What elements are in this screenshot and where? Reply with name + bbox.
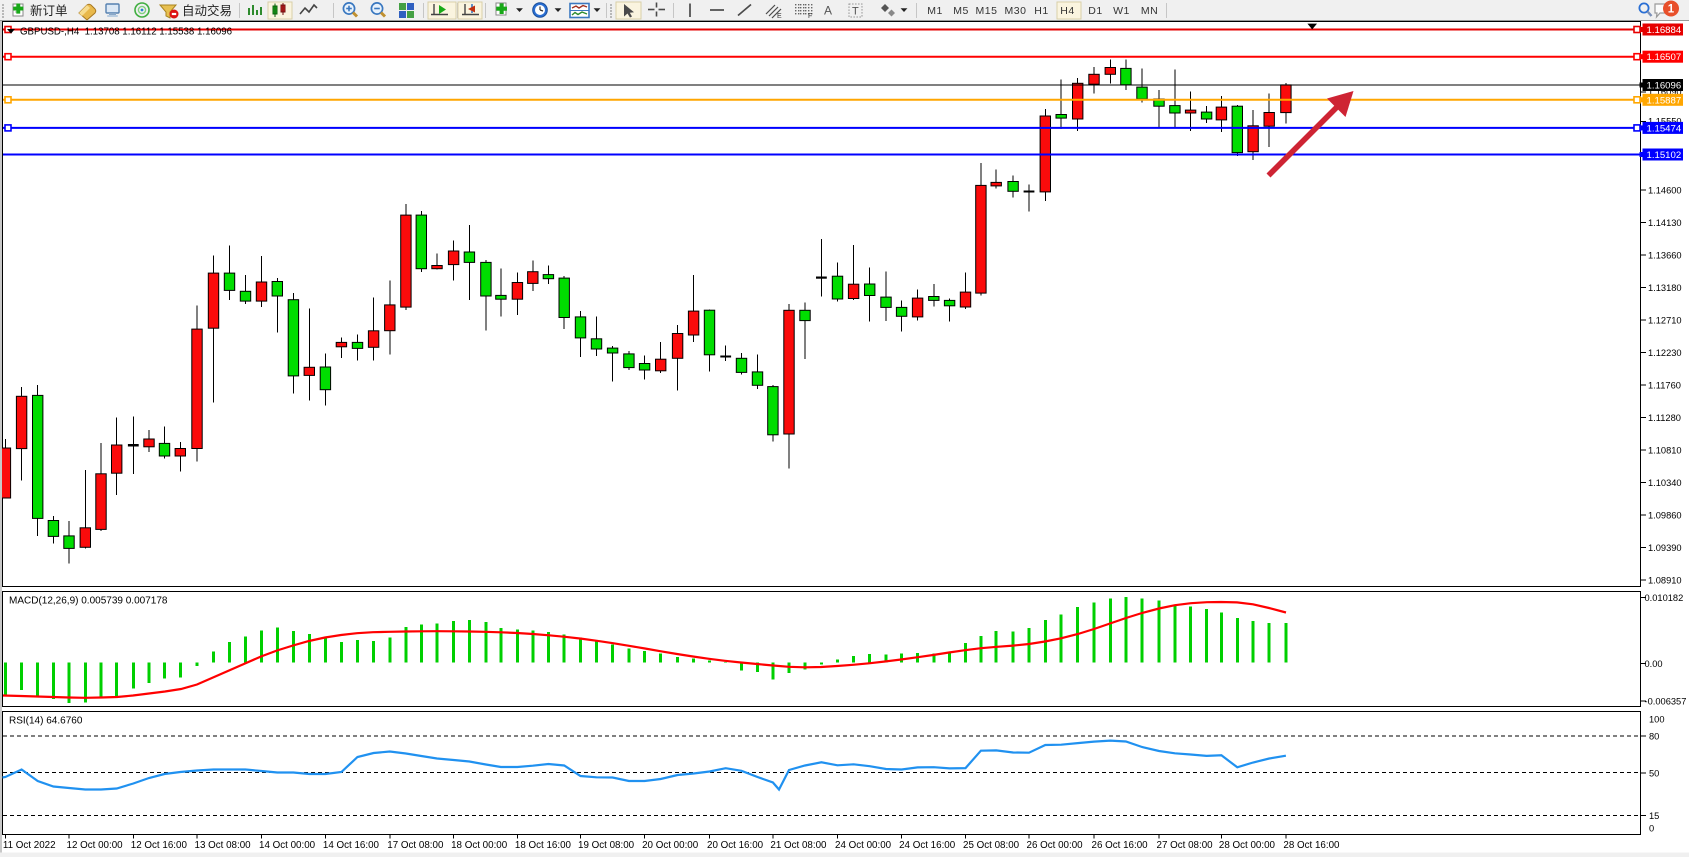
- svg-text:25 Oct 08:00: 25 Oct 08:00: [963, 840, 1020, 851]
- svg-text:1.10340: 1.10340: [1648, 478, 1682, 488]
- svg-text:14 Oct 00:00: 14 Oct 00:00: [259, 840, 316, 851]
- svg-text:1.11760: 1.11760: [1648, 380, 1681, 390]
- svg-text:100: 100: [1649, 714, 1665, 724]
- svg-text:19 Oct 08:00: 19 Oct 08:00: [578, 840, 635, 851]
- svg-text:1.13660: 1.13660: [1648, 250, 1682, 260]
- svg-text:W1: W1: [1113, 5, 1130, 17]
- svg-text:1.15550: 1.15550: [1648, 117, 1682, 127]
- svg-text:新订单: 新订单: [30, 3, 68, 18]
- svg-text:F: F: [808, 13, 812, 20]
- svg-text:1.09390: 1.09390: [1648, 543, 1682, 553]
- svg-text:M1: M1: [927, 5, 943, 17]
- svg-text:12 Oct 00:00: 12 Oct 00:00: [67, 840, 124, 851]
- svg-text:18 Oct 16:00: 18 Oct 16:00: [515, 840, 572, 851]
- svg-text:1.15887: 1.15887: [1647, 95, 1682, 106]
- svg-text:28 Oct 00:00: 28 Oct 00:00: [1219, 840, 1276, 851]
- svg-text:0: 0: [1649, 823, 1654, 833]
- svg-text:1.16090: 1.16090: [1648, 87, 1682, 97]
- svg-text:MACD(12,26,9) 0.005739 0.00717: MACD(12,26,9) 0.005739 0.007178: [9, 596, 168, 607]
- svg-text:18 Oct 00:00: 18 Oct 00:00: [451, 840, 508, 851]
- svg-text:28 Oct 16:00: 28 Oct 16:00: [1283, 840, 1340, 851]
- svg-text:RSI(14) 64.6760: RSI(14) 64.6760: [9, 716, 83, 727]
- svg-text:20 Oct 00:00: 20 Oct 00:00: [642, 840, 699, 851]
- svg-text:1.08910: 1.08910: [1648, 575, 1682, 585]
- svg-text:24 Oct 00:00: 24 Oct 00:00: [835, 840, 892, 851]
- svg-text:1.16884: 1.16884: [1647, 25, 1682, 36]
- svg-text:E: E: [777, 13, 782, 20]
- svg-text:24 Oct 16:00: 24 Oct 16:00: [899, 840, 956, 851]
- svg-text:0.00: 0.00: [1645, 659, 1663, 669]
- svg-text:自动交易: 自动交易: [182, 3, 232, 18]
- svg-text:GBPUSD-,H4 1.13708 1.16112 1.: GBPUSD-,H4 1.13708 1.16112 1.15538 1.160…: [20, 27, 232, 38]
- svg-text:M15: M15: [976, 5, 998, 17]
- svg-text:1.12230: 1.12230: [1648, 348, 1682, 358]
- svg-text:20 Oct 16:00: 20 Oct 16:00: [707, 840, 764, 851]
- svg-text:21 Oct 08:00: 21 Oct 08:00: [770, 840, 827, 851]
- svg-text:11 Oct 2022: 11 Oct 2022: [3, 840, 56, 851]
- svg-text:1.14130: 1.14130: [1648, 218, 1682, 228]
- svg-text:26 Oct 00:00: 26 Oct 00:00: [1027, 840, 1084, 851]
- svg-text:A: A: [824, 4, 832, 18]
- svg-text:-0.006357: -0.006357: [1645, 697, 1687, 707]
- svg-text:13 Oct 08:00: 13 Oct 08:00: [195, 840, 252, 851]
- svg-text:1.15474: 1.15474: [1647, 123, 1682, 134]
- svg-text:1.15102: 1.15102: [1647, 150, 1682, 161]
- svg-text:1: 1: [1668, 4, 1675, 16]
- svg-text:1.16507: 1.16507: [1647, 52, 1682, 63]
- svg-text:15: 15: [1649, 811, 1659, 821]
- svg-text:50: 50: [1649, 769, 1659, 779]
- svg-text:17 Oct 08:00: 17 Oct 08:00: [387, 840, 444, 851]
- svg-text:1.12710: 1.12710: [1648, 315, 1682, 325]
- svg-text:80: 80: [1649, 732, 1659, 742]
- svg-text:1.11280: 1.11280: [1648, 413, 1681, 423]
- svg-text:0.010182: 0.010182: [1645, 593, 1684, 603]
- svg-text:M5: M5: [953, 5, 969, 17]
- svg-text:D1: D1: [1088, 5, 1102, 17]
- svg-text:14 Oct 16:00: 14 Oct 16:00: [323, 840, 380, 851]
- svg-text:T: T: [852, 6, 859, 18]
- svg-text:H1: H1: [1034, 5, 1048, 17]
- svg-text:12 Oct 16:00: 12 Oct 16:00: [131, 840, 188, 851]
- svg-text:1.14600: 1.14600: [1648, 185, 1682, 195]
- svg-text:1.16096: 1.16096: [1647, 81, 1682, 92]
- svg-text:M30: M30: [1005, 5, 1027, 17]
- svg-text:1.10810: 1.10810: [1648, 445, 1682, 455]
- svg-text:26 Oct 16:00: 26 Oct 16:00: [1092, 840, 1149, 851]
- svg-text:H4: H4: [1060, 5, 1074, 17]
- svg-text:27 Oct 08:00: 27 Oct 08:00: [1157, 840, 1214, 851]
- svg-text:1.09860: 1.09860: [1648, 510, 1682, 520]
- svg-text:1.13180: 1.13180: [1648, 283, 1682, 293]
- svg-text:MN: MN: [1141, 5, 1158, 17]
